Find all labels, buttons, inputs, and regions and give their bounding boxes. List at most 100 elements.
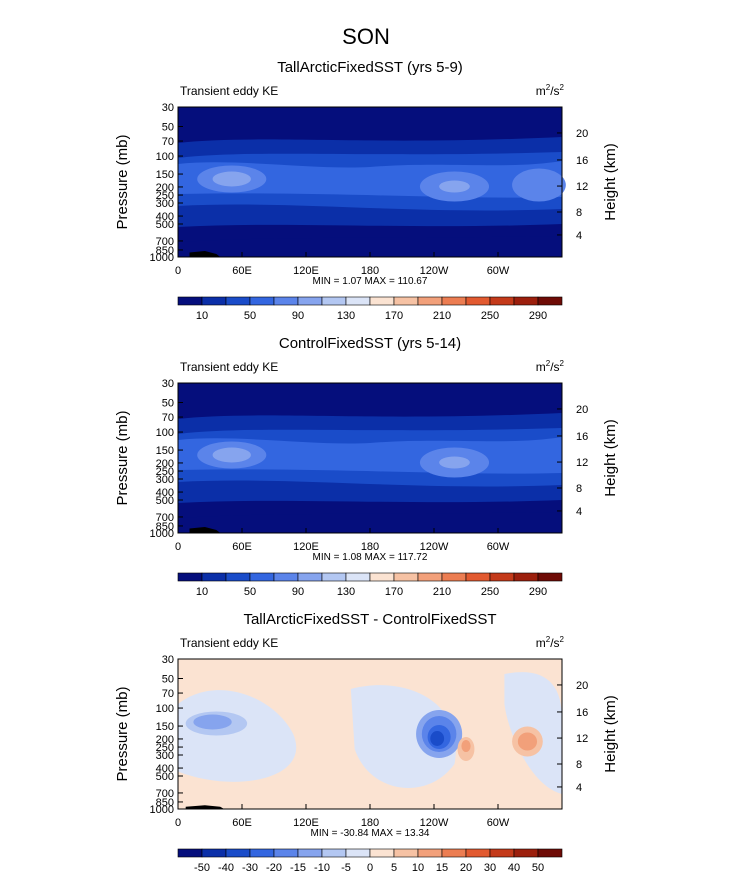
colorbar-label: -5 xyxy=(341,862,351,872)
colorbar-swatch xyxy=(273,296,299,306)
colorbar-label: 30 xyxy=(484,862,496,872)
height-tick-label: 8 xyxy=(576,207,582,219)
field-jet-core-west-inner xyxy=(212,171,251,187)
pressure-tick-label: 70 xyxy=(162,136,174,148)
pressure-tick-label: 250 xyxy=(156,190,174,202)
field-jet-core-west-inner xyxy=(212,447,251,463)
pressure-tick-label: 400 xyxy=(156,211,174,223)
y-axis-title-left: Pressure (mb) xyxy=(114,134,131,229)
colorbar-label: 50 xyxy=(244,310,256,322)
colorbar-label: 40 xyxy=(508,862,520,872)
x-tick-label: 60W xyxy=(487,817,510,829)
x-tick-label: 120W xyxy=(420,817,449,829)
height-tick-label: 20 xyxy=(576,680,588,692)
panel-subtitle: Transient eddy KE xyxy=(180,360,278,374)
contour-field xyxy=(178,107,566,257)
colorbar-swatch xyxy=(225,296,251,306)
colorbar-swatch xyxy=(297,296,323,306)
colorbar-swatch xyxy=(489,572,515,582)
pressure-tick-label: 150 xyxy=(156,445,174,457)
field-surface-band xyxy=(178,236,562,257)
x-tick-label: 120W xyxy=(420,265,449,277)
colorbar-label: 130 xyxy=(337,586,355,598)
colorbar-label: 50 xyxy=(532,862,544,872)
pressure-tick-label: 1000 xyxy=(150,528,174,540)
colorbar-swatch xyxy=(489,848,515,858)
colorbar-label: -20 xyxy=(266,862,282,872)
colorbar-label: 90 xyxy=(292,310,304,322)
height-tick-label: 16 xyxy=(576,431,588,443)
colorbar-label: -50 xyxy=(194,862,210,872)
height-tick-label: 8 xyxy=(576,759,582,771)
pressure-tick-label: 250 xyxy=(156,466,174,478)
colorbar-swatch xyxy=(249,848,275,858)
colorbar-swatch xyxy=(201,572,227,582)
colorbar-swatch xyxy=(297,572,323,582)
colorbar-swatch xyxy=(417,848,443,858)
colorbar-swatch xyxy=(465,848,491,858)
contour-field xyxy=(178,659,562,809)
colorbar-swatch xyxy=(201,296,227,306)
x-tick-label: 180 xyxy=(361,817,379,829)
pressure-tick-label: 70 xyxy=(162,412,174,424)
colorbar-swatch xyxy=(201,848,227,858)
x-tick-label: 120W xyxy=(420,541,449,553)
pressure-tick-label: 500 xyxy=(156,219,174,231)
min-max-text: MIN = 1.08 MAX = 117.72 xyxy=(313,552,428,563)
pressure-tick-label: 70 xyxy=(162,688,174,700)
topography-shape xyxy=(189,527,221,533)
min-max-text: MIN = 1.07 MAX = 110.67 xyxy=(313,276,428,287)
x-tick-label: 0 xyxy=(175,265,181,277)
pressure-tick-label: 150 xyxy=(156,169,174,181)
colorbar-swatch xyxy=(369,572,395,582)
field-jet-core-far-east xyxy=(512,168,566,202)
colorbar-swatch xyxy=(393,296,419,306)
panels: TallArcticFixedSST (yrs 5-9) Transient ed… xyxy=(114,59,619,872)
topography-shape xyxy=(185,805,225,809)
colorbar-swatch xyxy=(393,848,419,858)
topography-shape xyxy=(189,251,221,257)
colorbar-swatch xyxy=(417,572,443,582)
colorbar-swatch xyxy=(177,848,203,858)
y-axis-title-left: Pressure (mb) xyxy=(114,410,131,505)
pressure-tick-label: 150 xyxy=(156,721,174,733)
contour-field xyxy=(178,383,562,533)
y-axis-title-left: Pressure (mb) xyxy=(114,686,131,781)
units-label: m2/s2 xyxy=(536,83,565,98)
colorbar-swatch xyxy=(345,572,371,582)
x-tick-label: 60E xyxy=(232,265,252,277)
pressure-tick-label: 200 xyxy=(156,182,174,194)
colorbar-label: 5 xyxy=(391,862,397,872)
field-jet-core-east-inner xyxy=(439,456,470,469)
panel-subtitle: Transient eddy KE xyxy=(180,636,278,650)
colorbar-swatch xyxy=(465,296,491,306)
colorbar-swatch xyxy=(249,572,275,582)
colorbar-swatch xyxy=(417,296,443,306)
units-label: m2/s2 xyxy=(536,359,565,374)
colorbar-label: 130 xyxy=(337,310,355,322)
colorbar-swatch xyxy=(513,572,539,582)
pressure-tick-label: 850 xyxy=(156,245,174,257)
colorbar-swatch xyxy=(345,848,371,858)
colorbar-swatch xyxy=(249,296,275,306)
pressure-tick-label: 850 xyxy=(156,797,174,809)
height-tick-label: 12 xyxy=(576,733,588,745)
panel-subtitle: Transient eddy KE xyxy=(180,84,278,98)
colorbar-label: -10 xyxy=(314,862,330,872)
pressure-tick-label: 850 xyxy=(156,521,174,533)
colorbar-swatch xyxy=(513,296,539,306)
height-tick-label: 16 xyxy=(576,155,588,167)
colorbar-label: -15 xyxy=(290,862,306,872)
height-tick-label: 4 xyxy=(576,782,582,794)
colorbar-swatch xyxy=(489,296,515,306)
colorbar-label: 170 xyxy=(385,310,403,322)
colorbar-label: -40 xyxy=(218,862,234,872)
pressure-tick-label: 700 xyxy=(156,236,174,248)
pressure-tick-label: 100 xyxy=(156,427,174,439)
x-tick-label: 120E xyxy=(293,817,319,829)
panel-title: ControlFixedSST (yrs 5-14) xyxy=(279,335,461,352)
colorbar-swatch xyxy=(297,848,323,858)
field-jet-core-east-inner xyxy=(439,180,470,193)
x-tick-label: 0 xyxy=(175,817,181,829)
